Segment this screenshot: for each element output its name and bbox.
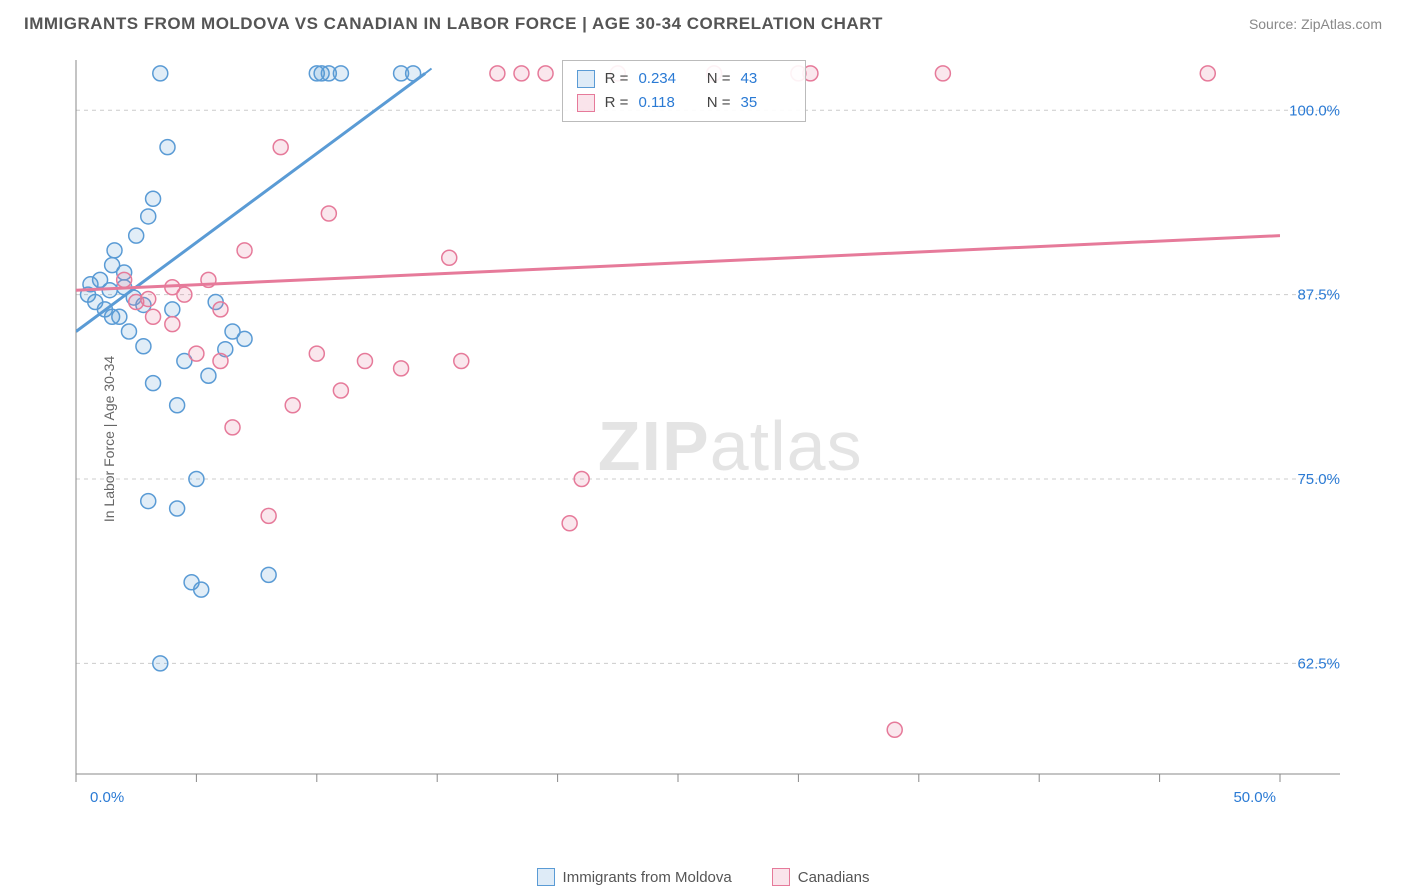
legend-label-canadians: Canadians bbox=[798, 869, 870, 886]
legend-swatch-canadians bbox=[772, 868, 790, 886]
legend-label-moldova: Immigrants from Moldova bbox=[563, 869, 732, 886]
scatter-plot: 62.5% 75.0% 87.5% 100.0% 0.0% 50.0% bbox=[60, 54, 1360, 824]
n-value: 43 bbox=[741, 67, 791, 91]
legend-swatch-moldova bbox=[537, 868, 555, 886]
r-label: R = bbox=[605, 67, 629, 91]
stats-swatch bbox=[577, 94, 595, 112]
svg-text:50.0%: 50.0% bbox=[1233, 789, 1276, 806]
svg-text:0.0%: 0.0% bbox=[90, 789, 124, 806]
svg-text:75.0%: 75.0% bbox=[1297, 471, 1340, 488]
chart-container: In Labor Force | Age 30-34 62.5%75.0%87.… bbox=[40, 54, 1380, 824]
n-label: N = bbox=[698, 67, 730, 91]
svg-text:87.5%: 87.5% bbox=[1297, 287, 1340, 304]
chart-title: IMMIGRANTS FROM MOLDOVA VS CANADIAN IN L… bbox=[24, 14, 883, 34]
n-label: N = bbox=[698, 91, 730, 115]
n-value: 35 bbox=[741, 91, 791, 115]
r-value: 0.118 bbox=[638, 91, 688, 115]
stats-row: R = 0.118 N = 35 bbox=[577, 91, 791, 115]
r-value: 0.234 bbox=[638, 67, 688, 91]
bottom-legend: Immigrants from Moldova Canadians bbox=[0, 868, 1406, 886]
stats-legend: R = 0.234 N = 43 R = 0.118 N = 35 bbox=[562, 60, 806, 122]
stats-row: R = 0.234 N = 43 bbox=[577, 67, 791, 91]
chart-header: IMMIGRANTS FROM MOLDOVA VS CANADIAN IN L… bbox=[0, 0, 1406, 42]
svg-text:62.5%: 62.5% bbox=[1297, 655, 1340, 672]
legend-item-canadians: Canadians bbox=[772, 868, 870, 886]
r-label: R = bbox=[605, 91, 629, 115]
source-attribution: Source: ZipAtlas.com bbox=[1249, 16, 1382, 32]
svg-text:100.0%: 100.0% bbox=[1289, 102, 1340, 119]
stats-swatch bbox=[577, 70, 595, 88]
legend-item-moldova: Immigrants from Moldova bbox=[537, 868, 732, 886]
